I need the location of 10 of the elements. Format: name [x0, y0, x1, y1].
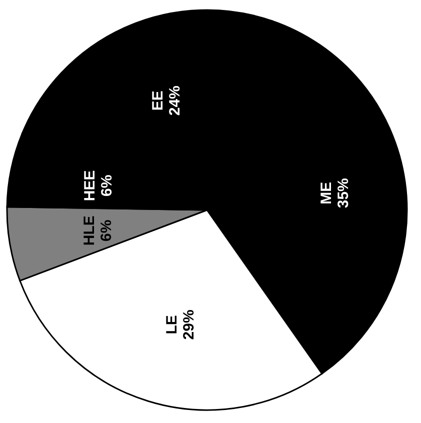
slice-label: EE: [150, 90, 167, 111]
slice-label: HLE: [80, 216, 98, 246]
data-label: 35%: [334, 178, 352, 208]
data-label: 6%: [98, 220, 115, 242]
slice-label: LE: [164, 315, 181, 334]
data-label: 29%: [180, 310, 198, 340]
slice-label: ME: [318, 182, 335, 204]
data-label: 6%: [98, 174, 116, 196]
slice-label: HEE: [81, 170, 98, 202]
data-label: 24%: [166, 86, 184, 116]
